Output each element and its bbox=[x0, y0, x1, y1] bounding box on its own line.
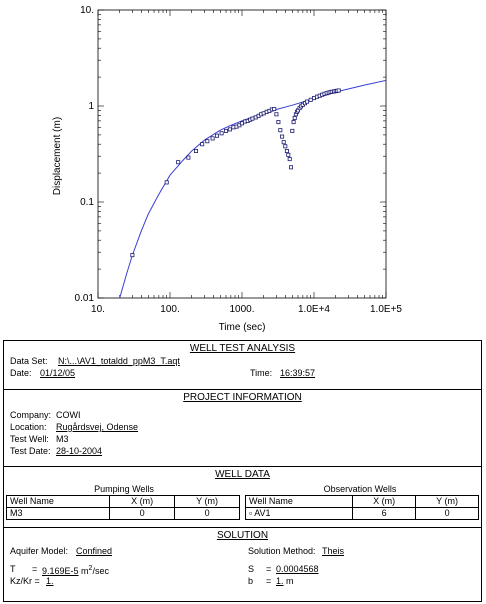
x-tick-label: 1000. bbox=[229, 304, 254, 315]
data-point bbox=[283, 144, 288, 149]
kz-kr-value: 1. bbox=[46, 576, 54, 586]
data-point bbox=[304, 99, 309, 104]
y-tick-label: 10. bbox=[80, 5, 94, 16]
data-point bbox=[286, 152, 291, 157]
plot-frame bbox=[97, 9, 387, 299]
project-title: PROJECT INFORMATION bbox=[183, 392, 302, 403]
well-data-section: WELL DATA Pumping Wells Observation Well… bbox=[4, 467, 481, 528]
data-point bbox=[308, 97, 313, 102]
data-point bbox=[205, 139, 210, 144]
drawdown-chart: 10. 100. 1000. 1.0E+4 1.0E+5 0.01 0.1 1 10. Time… bbox=[52, 5, 403, 333]
table-header: Well Name X (m) Y (m) bbox=[6, 495, 240, 508]
table-row: ▫ AV1 6 0 bbox=[245, 507, 479, 520]
data-point bbox=[130, 253, 135, 258]
report-title: WELL TEST ANALYSIS bbox=[189, 343, 296, 354]
y-axis-label: Displacement (m) bbox=[52, 117, 63, 195]
project-information-section: PROJECT INFORMATION Company: COWI Locati… bbox=[4, 390, 481, 467]
observation-marker-icon: ▫ bbox=[249, 508, 253, 518]
thickness-value: 1. m bbox=[276, 576, 294, 586]
theis-curve-line bbox=[119, 79, 387, 299]
x-tick-label: 1.0E+5 bbox=[370, 304, 402, 315]
data-set-value: N:\...\AV1_totaldd_ppM3_T.aqt bbox=[58, 356, 180, 366]
solution-title: SOLUTION bbox=[216, 530, 269, 541]
data-point bbox=[274, 112, 279, 117]
y-tick-label: 1 bbox=[88, 101, 94, 112]
observation-wells-title: Observation Wells bbox=[323, 484, 397, 494]
theis-curve bbox=[119, 79, 387, 299]
y-tick-label: 0.1 bbox=[80, 197, 94, 208]
data-point bbox=[210, 136, 215, 141]
data-point bbox=[176, 160, 181, 165]
solution-section: SOLUTION Aquifer Model: Confined Solutio… bbox=[10, 530, 345, 586]
x-axis-label: Time (sec) bbox=[219, 322, 266, 333]
y-tick-label: 0.01 bbox=[75, 293, 95, 304]
storativity-value: 0.0004568 bbox=[276, 564, 319, 574]
data-point bbox=[227, 127, 232, 132]
observation-wells-table: Well Name X (m) Y (m) ▫ AV1 6 0 bbox=[245, 495, 479, 520]
test-well-value: M3 bbox=[56, 434, 69, 444]
data-point bbox=[193, 148, 198, 153]
transmissivity-value: 9.169E-5 m2/sec bbox=[42, 565, 109, 576]
well-data-title: WELL DATA bbox=[215, 469, 270, 480]
pumping-wells-table: Well Name X (m) Y (m) M3 0 0 bbox=[6, 495, 240, 520]
solution-method-value: Theis bbox=[322, 546, 345, 556]
data-point bbox=[291, 120, 296, 125]
axis-ticks: 10. 100. 1000. 1.0E+4 1.0E+5 0.01 0.1 1 10. bbox=[75, 5, 403, 315]
company-value: COWI bbox=[56, 410, 81, 420]
data-point bbox=[219, 131, 224, 136]
x-tick-label: 10. bbox=[91, 304, 105, 315]
table-row: M3 0 0 bbox=[6, 507, 240, 520]
x-tick-label: 100. bbox=[160, 304, 179, 315]
data-point bbox=[276, 120, 281, 125]
data-point bbox=[290, 128, 295, 133]
data-point bbox=[284, 148, 289, 153]
data-point bbox=[280, 134, 285, 139]
data-point bbox=[278, 128, 283, 133]
test-date-value: 28-10-2004 bbox=[56, 446, 103, 456]
pumping-wells-title: Pumping Wells bbox=[94, 484, 154, 494]
x-tick-label: 1.0E+4 bbox=[298, 304, 330, 315]
table-header: Well Name X (m) Y (m) bbox=[245, 495, 479, 508]
data-point bbox=[336, 88, 341, 93]
well-test-analysis-section: WELL TEST ANALYSIS Data Set: N:\...\AV1_… bbox=[4, 341, 481, 390]
observation-markers bbox=[130, 88, 341, 258]
data-point bbox=[288, 165, 293, 170]
data-point bbox=[281, 140, 286, 145]
data-point bbox=[287, 157, 292, 162]
aquifer-model-value: Confined bbox=[76, 546, 113, 556]
plot-border bbox=[97, 9, 387, 299]
data-point bbox=[164, 180, 169, 185]
data-point bbox=[272, 107, 277, 112]
data-point bbox=[200, 142, 205, 147]
date-value: 01/12/05 bbox=[40, 368, 76, 378]
location-value: Rugårdsvej, Odense bbox=[56, 422, 139, 432]
time-value: 16:39:57 bbox=[280, 368, 316, 378]
data-point bbox=[223, 128, 228, 133]
data-point bbox=[186, 155, 191, 160]
data-point bbox=[292, 116, 297, 121]
data-set-row: Data Set: N:\...\AV1_totaldd_ppM3_T.aqt bbox=[10, 356, 180, 366]
report-panel: WELL TEST ANALYSIS Data Set: N:\...\AV1_… bbox=[3, 340, 482, 602]
data-point bbox=[250, 116, 255, 121]
data-point bbox=[214, 133, 219, 138]
date-row: Date: 01/12/05 Time: 16:39:57 bbox=[10, 368, 316, 378]
